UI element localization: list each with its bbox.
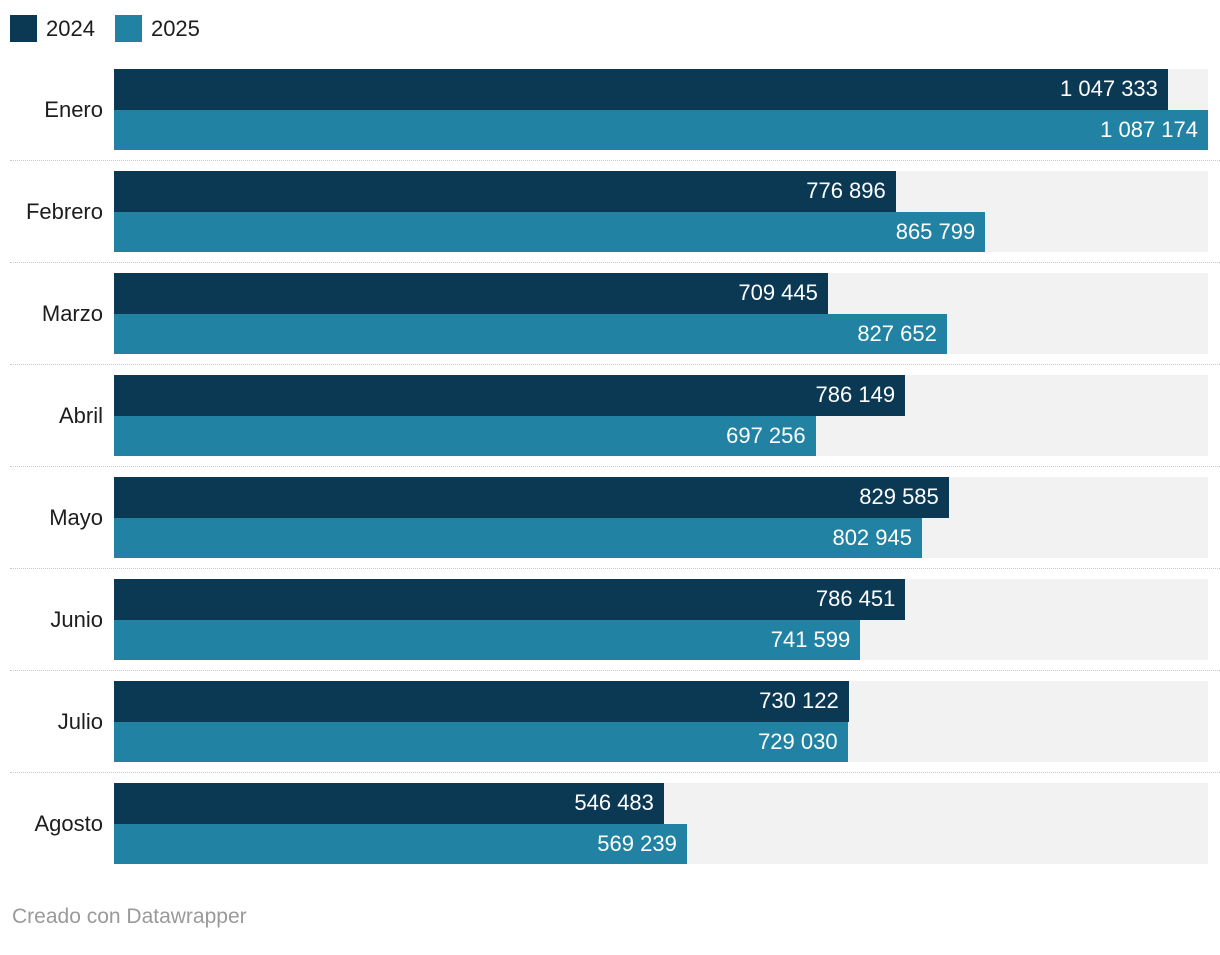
- bar-value-label: 729 030: [758, 728, 838, 754]
- chart-rows: Enero 1 047 333 1 087 174 Febrero 776 896 865…: [0, 69, 1220, 864]
- chart-row-marzo: Marzo 709 445 827 652: [0, 273, 1220, 354]
- chart-row-enero: Enero 1 047 333 1 087 174: [0, 69, 1220, 150]
- bar-value-label: 569 239: [597, 830, 677, 856]
- bar-value-label: 1 087 174: [1100, 116, 1198, 142]
- category-label: Marzo: [41, 300, 103, 326]
- chart-row-mayo: Mayo 829 585 802 945: [0, 477, 1220, 558]
- bar-group: 776 896 865 799: [114, 171, 1208, 252]
- bar-group: 1 047 333 1 087 174: [114, 69, 1208, 150]
- bar-value-label: 709 445: [738, 280, 818, 306]
- legend: 2024 2025: [10, 15, 1220, 42]
- bar-value-label: 802 945: [832, 524, 912, 550]
- bar-2025-enero[interactable]: 1 087 174: [114, 109, 1208, 150]
- legend-label: 2025: [150, 16, 200, 41]
- bar-value-label: 786 149: [815, 382, 896, 408]
- bar-2025-julio[interactable]: 729 030: [114, 721, 848, 762]
- bar-value-label: 829 585: [859, 484, 939, 510]
- category-label: Mayo: [49, 504, 103, 530]
- legend-swatch-icon: [114, 15, 142, 42]
- row-separator: [10, 466, 1220, 467]
- chart-row-agosto: Agosto 546 483 569 239: [0, 783, 1220, 864]
- chart-row-julio: Julio 730 122 729 030: [0, 681, 1220, 762]
- bar-value-label: 1 047 333: [1060, 76, 1158, 102]
- bar-2024-agosto[interactable]: 546 483: [114, 783, 664, 824]
- row-separator: [10, 568, 1220, 569]
- bar-group: 786 149 697 256: [114, 375, 1208, 456]
- bar-value-label: 827 652: [857, 320, 937, 346]
- chart-row-febrero: Febrero 776 896 865 799: [0, 171, 1220, 252]
- bar-group: 709 445 827 652: [114, 273, 1208, 354]
- bar-value-label: 730 122: [759, 688, 839, 714]
- row-separator: [10, 364, 1220, 365]
- bar-2025-marzo[interactable]: 827 652: [114, 313, 947, 354]
- bar-2024-mayo[interactable]: 829 585: [114, 477, 949, 518]
- row-separator: [10, 772, 1220, 773]
- category-label: Abril: [58, 402, 103, 428]
- bar-2024-marzo[interactable]: 709 445: [114, 273, 828, 314]
- bar-2025-abril[interactable]: 697 256: [114, 415, 816, 456]
- legend-item-2024[interactable]: 2024: [10, 15, 95, 42]
- category-label: Junio: [50, 606, 103, 632]
- bar-value-label: 786 451: [815, 586, 896, 612]
- attribution-text: Creado con Datawrapper: [12, 905, 247, 928]
- bar-2025-junio[interactable]: 741 599: [114, 619, 861, 660]
- category-label: Agosto: [34, 810, 104, 836]
- bar-2025-mayo[interactable]: 802 945: [114, 517, 922, 558]
- bar-value-label: 865 799: [895, 218, 976, 244]
- bar-2025-agosto[interactable]: 569 239: [114, 823, 687, 864]
- bar-value-label: 697 256: [726, 422, 806, 448]
- category-label: Enero: [44, 96, 103, 122]
- category-label: Febrero: [25, 198, 103, 224]
- bar-2024-junio[interactable]: 786 451: [114, 579, 906, 620]
- legend-label: 2024: [46, 16, 95, 41]
- legend-item-2025[interactable]: 2025: [114, 15, 200, 42]
- bar-group: 829 585 802 945: [114, 477, 1208, 558]
- bar-2025-febrero[interactable]: 865 799: [114, 211, 986, 252]
- category-label: Julio: [57, 708, 103, 734]
- legend-swatch-icon: [10, 15, 37, 42]
- bar-value-label: 776 896: [806, 178, 886, 204]
- row-separator: [10, 262, 1220, 263]
- bar-value-label: 546 483: [574, 790, 654, 816]
- bar-group: 786 451 741 599: [114, 579, 1208, 660]
- bar-2024-julio[interactable]: 730 122: [114, 681, 849, 722]
- row-separator: [10, 670, 1220, 671]
- bar-value-label: 741 599: [770, 626, 851, 652]
- bar-group: 546 483 569 239: [114, 783, 1208, 864]
- row-separator: [10, 160, 1220, 161]
- chart-row-junio: Junio 786 451 741 599: [0, 579, 1220, 660]
- bar-2024-abril[interactable]: 786 149: [114, 375, 906, 416]
- bar-2024-enero[interactable]: 1 047 333: [114, 69, 1168, 110]
- chart-row-abril: Abril 786 149 697 256: [0, 375, 1220, 456]
- bar-chart: 2024 2025 Enero 1 047 333 1 087 174 Febrero 7…: [0, 15, 1220, 929]
- bar-group: 730 122 729 030: [114, 681, 1208, 762]
- bar-2024-febrero[interactable]: 776 896: [114, 171, 896, 212]
